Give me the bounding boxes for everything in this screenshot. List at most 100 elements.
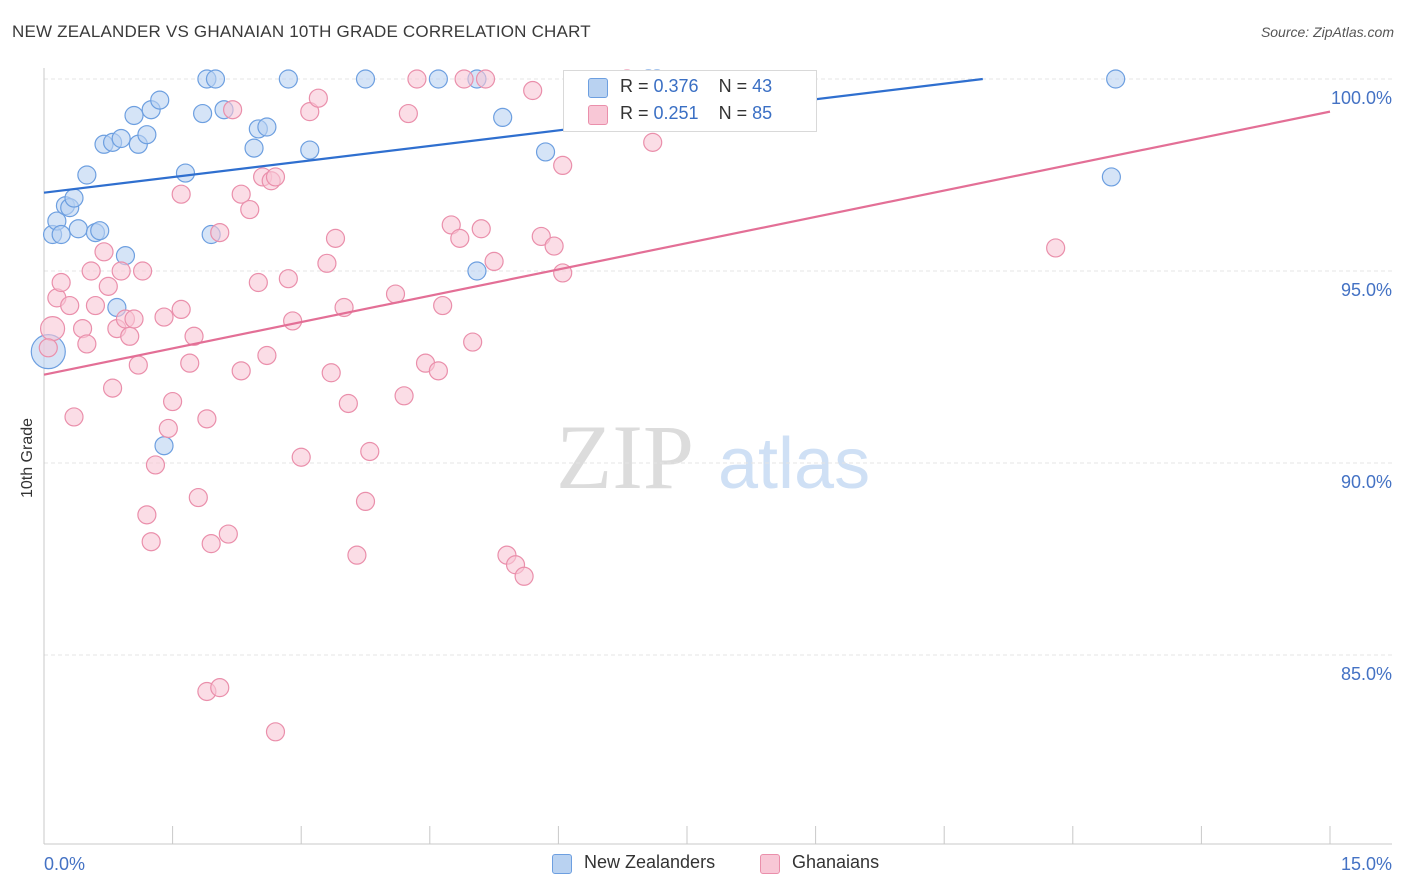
point-ghanaians (158, 418, 178, 439)
point-ghanaians (338, 393, 358, 414)
point-ghanaians (471, 219, 491, 239)
legend-swatch-ghanaians (760, 854, 780, 874)
point-ghanaians (398, 103, 418, 124)
point-new-zealanders (64, 188, 84, 208)
point-ghanaians (308, 88, 328, 108)
point-ghanaians (278, 269, 298, 289)
point-ghanaians (385, 284, 406, 304)
point-ghanaians (463, 332, 483, 352)
legend-swatch-pink (588, 105, 608, 125)
point-ghanaians (223, 100, 243, 120)
point-ghanaians (300, 102, 320, 122)
point-ghanaians (77, 334, 97, 354)
point-new-zealanders (90, 221, 110, 241)
point-ghanaians (450, 228, 470, 248)
point-ghanaians (433, 295, 453, 316)
point-ghanaians (231, 184, 251, 204)
legend-label-ghanaians: Ghanaians (792, 852, 880, 872)
point-new-zealanders (193, 103, 213, 124)
point-ghanaians (360, 441, 380, 462)
point-new-zealanders (355, 69, 376, 89)
point-new-zealanders (493, 107, 513, 128)
point-ghanaians (283, 311, 303, 331)
y-tick-label: 95.0% (1341, 280, 1392, 300)
point-ghanaians (102, 378, 123, 398)
point-ghanaians (265, 722, 286, 742)
legend-stats-new-zealanders: R = 0.376 N = 43 (620, 76, 773, 96)
point-new-zealanders (150, 90, 170, 110)
point-ghanaians (38, 338, 58, 358)
point-new-zealanders (77, 165, 97, 185)
point-ghanaians (523, 80, 543, 101)
point-ghanaians (544, 236, 564, 256)
point-ghanaians (210, 678, 230, 698)
point-new-zealanders (244, 138, 264, 158)
point-ghanaians (257, 345, 277, 366)
point-ghanaians (145, 455, 166, 475)
point-new-zealanders (205, 69, 226, 89)
point-ghanaians (163, 391, 183, 412)
point-ghanaians (248, 272, 268, 293)
point-ghanaians (154, 307, 174, 327)
point-ghanaians (210, 223, 230, 243)
point-new-zealanders (428, 69, 448, 89)
x-tick-label: 15.0% (1341, 854, 1392, 874)
legend-stats-ghanaians: R = 0.251 N = 85 (620, 103, 773, 123)
point-ghanaians (355, 491, 376, 511)
point-ghanaians (347, 545, 367, 565)
point-ghanaians (141, 532, 161, 552)
point-ghanaians (321, 363, 341, 383)
point-ghanaians (553, 155, 573, 175)
point-ghanaians (531, 226, 551, 247)
point-ghanaians (51, 272, 71, 293)
point-ghanaians (124, 309, 144, 329)
point-new-zealanders (175, 163, 196, 183)
point-ghanaians (64, 407, 84, 427)
point-new-zealanders (278, 69, 298, 89)
point-ghanaians (454, 69, 474, 89)
legend-swatch-new-zealanders (552, 854, 572, 874)
point-ghanaians (171, 184, 191, 204)
point-new-zealanders (137, 125, 157, 145)
point-ghanaians (407, 69, 427, 89)
y-tick-label: 85.0% (1341, 664, 1392, 684)
series-legend: New Zealanders Ghanaians (0, 852, 1406, 876)
trendline-ghanaians (43, 110, 1331, 376)
point-new-zealanders (154, 436, 174, 456)
point-ghanaians (132, 261, 153, 281)
point-ghanaians (317, 253, 337, 273)
point-ghanaians (475, 69, 496, 89)
point-ghanaians (81, 261, 101, 281)
point-ghanaians (240, 199, 260, 220)
point-new-zealanders (467, 261, 487, 281)
point-ghanaians (85, 295, 106, 316)
point-ghanaians (60, 295, 80, 316)
point-ghanaians (39, 316, 66, 342)
point-ghanaians (171, 299, 191, 319)
point-ghanaians (180, 353, 200, 373)
source-label: Source: ZipAtlas.com (1260, 24, 1394, 40)
y-tick-label: 90.0% (1341, 472, 1392, 492)
point-ghanaians (201, 534, 221, 554)
point-ghanaians (514, 566, 534, 586)
point-new-zealanders (300, 140, 320, 160)
x-tick-label: 0.0% (44, 854, 85, 874)
point-ghanaians (231, 361, 251, 381)
point-ghanaians (291, 447, 311, 467)
point-ghanaians (188, 487, 208, 508)
point-ghanaians (1046, 238, 1066, 258)
watermark-zip: ZIP (556, 406, 694, 508)
stats-legend: R = 0.376 N = 43 R = 0.251 N = 85 (563, 70, 817, 132)
point-ghanaians (197, 409, 217, 429)
point-new-zealanders (51, 224, 71, 245)
point-ghanaians (428, 361, 448, 381)
point-ghanaians (218, 524, 238, 544)
point-ghanaians (325, 228, 346, 248)
point-new-zealanders (1101, 167, 1121, 187)
point-ghanaians (265, 167, 286, 187)
point-ghanaians (137, 505, 157, 525)
point-new-zealanders (124, 105, 144, 126)
point-ghanaians (98, 276, 118, 296)
point-new-zealanders (68, 219, 88, 239)
